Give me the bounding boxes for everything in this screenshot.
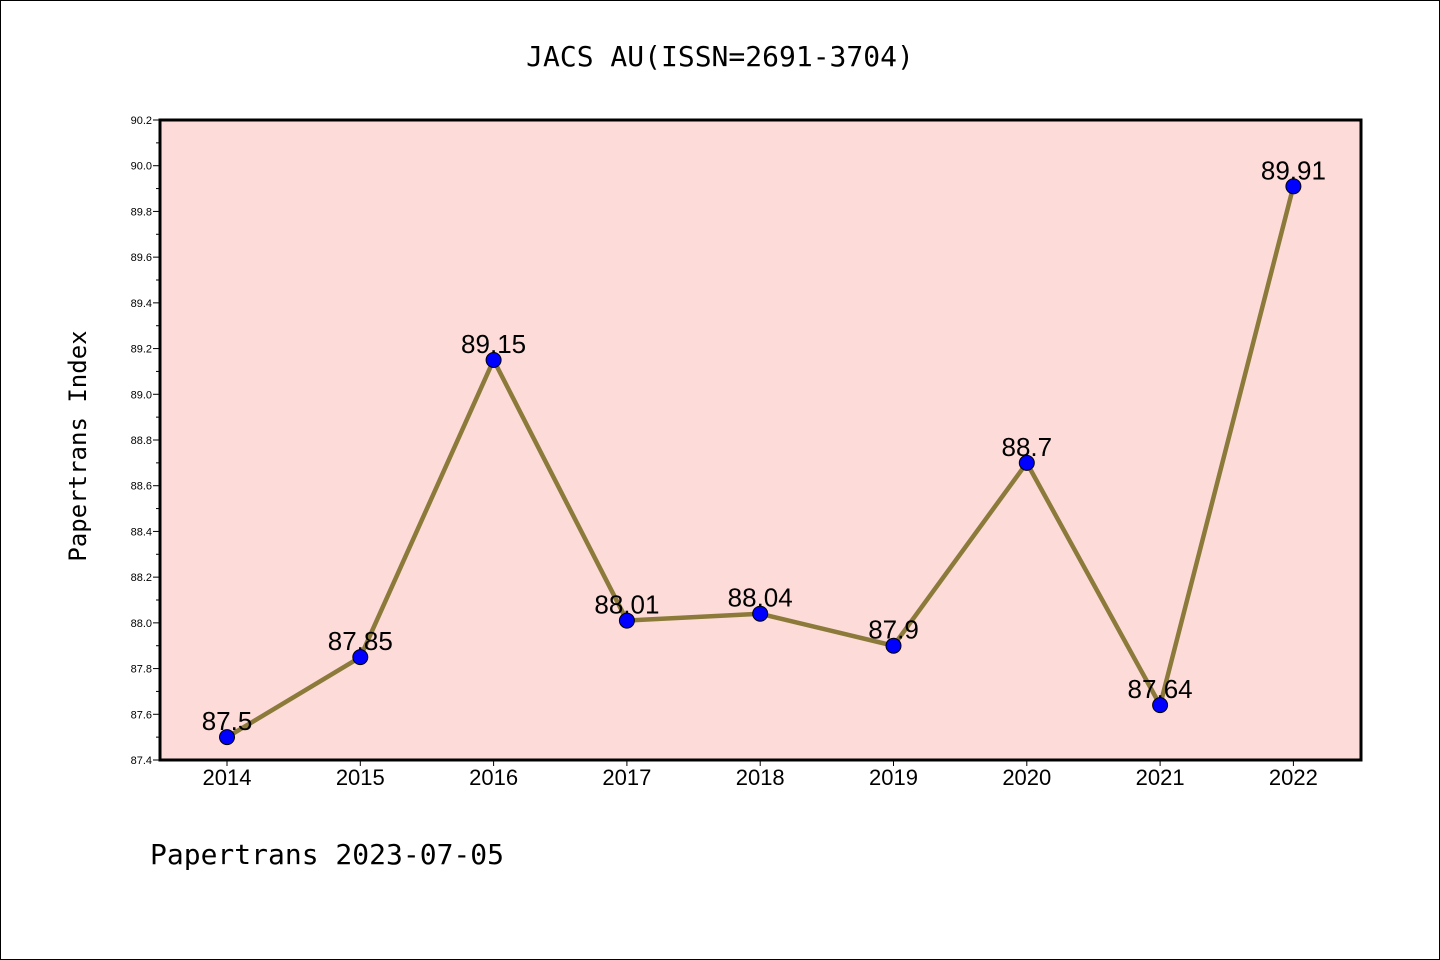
x-tick-label: 2015 <box>336 765 385 790</box>
y-tick-label: 90.2 <box>131 115 152 127</box>
y-tick-label: 90.0 <box>131 161 152 173</box>
data-point-marker <box>352 649 369 666</box>
x-tick-label: 2018 <box>736 765 785 790</box>
x-tick-label: 2016 <box>469 765 518 790</box>
y-tick-label: 88.4 <box>131 526 152 538</box>
data-label: 87.85 <box>328 626 393 656</box>
y-tick-label: 89.0 <box>131 389 152 401</box>
data-label: 88.04 <box>728 583 793 613</box>
plot-area <box>158 118 1363 762</box>
series-line-group <box>219 178 1302 746</box>
data-point-marker <box>1152 697 1169 714</box>
y-tick-label: 89.2 <box>131 344 152 356</box>
y-tick-label: 88.2 <box>131 572 152 584</box>
y-tick-label: 87.8 <box>131 664 152 676</box>
chart-title: JACS AU(ISSN=2691-3704) <box>526 40 914 73</box>
y-axis-label: Papertrans Index <box>64 330 92 561</box>
x-tick-label: 2019 <box>869 765 918 790</box>
data-point-marker <box>885 637 902 654</box>
data-point-marker <box>1018 454 1035 471</box>
data-label: 88.01 <box>594 590 659 620</box>
data-point-marker <box>618 612 635 629</box>
y-tick-label: 89.4 <box>131 298 152 310</box>
data-label: 87.5 <box>202 706 253 736</box>
data-label: 88.7 <box>1001 432 1052 462</box>
data-point-marker <box>485 352 502 368</box>
y-axis: 87.4 87.6 87.8 88.0 88.2 88.4 88.6 88.8 89.0 89.2… <box>131 115 160 767</box>
data-label: 89.91 <box>1261 155 1326 185</box>
data-point-marker <box>752 605 769 622</box>
x-tick-label: 2021 <box>1136 765 1185 790</box>
x-tick-label: 2017 <box>602 765 651 790</box>
y-tick-label: 88.6 <box>131 481 152 493</box>
data-label: 87.64 <box>1128 674 1193 704</box>
data-label: 89.15 <box>461 329 526 359</box>
y-tick-label: 88.0 <box>131 618 152 630</box>
footer-text: Papertrans 2023-07-05 <box>150 838 504 871</box>
x-tick-label: 2022 <box>1269 765 1318 790</box>
y-tick-label: 88.8 <box>131 435 152 447</box>
y-tick-label: 89.8 <box>131 206 152 218</box>
y-tick-label: 89.6 <box>131 252 152 264</box>
x-tick-label: 2020 <box>1002 765 1051 790</box>
data-label: 87.9 <box>868 615 919 645</box>
data-point-marker <box>1285 178 1302 195</box>
x-tick-label: 2014 <box>203 765 252 790</box>
data-point-marker <box>219 729 235 746</box>
y-tick-label: 87.4 <box>131 755 152 767</box>
data-label-group: 87.5 87.85 89.15 88.01 88.04 87.9 88.7 87.64 89.… <box>202 155 1326 736</box>
x-axis: 2014 2015 2016 2017 2018 2019 2020 2021 2022 <box>203 760 1318 790</box>
y-tick-label: 87.6 <box>131 709 152 721</box>
